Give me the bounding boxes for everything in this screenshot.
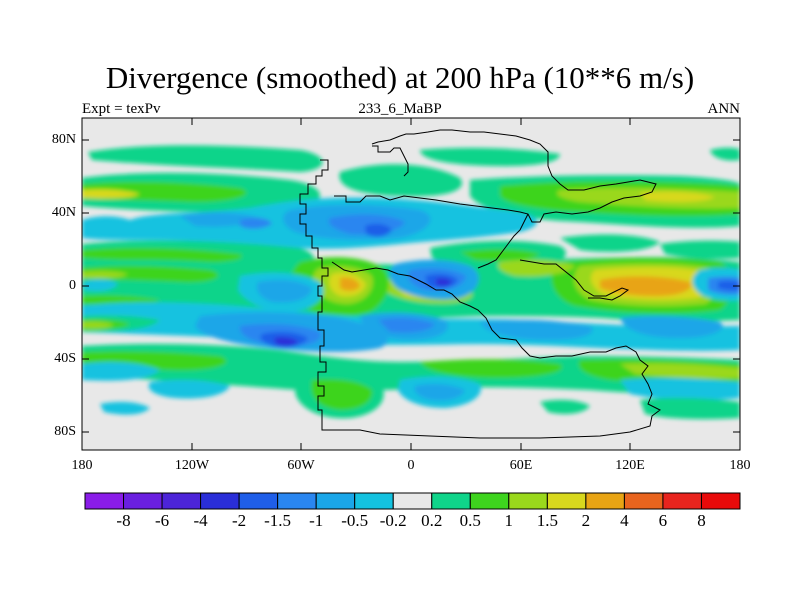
colorbar-label: 0.5 xyxy=(459,511,481,530)
colorbar-box xyxy=(431,492,471,510)
lon-label-120e: 120E xyxy=(615,458,645,473)
lat-label-40n: 40N xyxy=(51,205,76,220)
lon-label-0: 0 xyxy=(407,458,415,473)
colorbar-label: 1 xyxy=(504,511,514,530)
colorbar-box xyxy=(238,492,279,510)
colorbar-box xyxy=(508,492,548,510)
colorbar-box xyxy=(700,492,741,510)
colorbar-box xyxy=(315,492,356,510)
colorbar-box xyxy=(662,492,702,510)
colorbar-box xyxy=(392,492,433,510)
lat-label-0: 0 xyxy=(69,278,76,293)
colorbar-label: 0.2 xyxy=(421,511,443,530)
field-contours xyxy=(82,129,740,439)
colorbar xyxy=(84,492,741,510)
case-name-label: 233_6_MaBP xyxy=(358,101,442,117)
colorbar-label: -4 xyxy=(193,511,208,530)
colorbar-box xyxy=(277,492,317,510)
colorbar-label: 6 xyxy=(658,511,668,530)
colorbar-box xyxy=(123,492,163,510)
colorbar-label: -8 xyxy=(116,511,131,530)
colorbar-label: -1.5 xyxy=(264,511,292,530)
colorbar-box xyxy=(546,492,587,510)
colorbar-label: 1.5 xyxy=(536,511,559,530)
lat-label-40s: 40S xyxy=(54,351,76,366)
lon-label-60e: 60E xyxy=(509,458,533,473)
lon-label-60w: 60W xyxy=(287,458,315,473)
lon-label-180e: 180 xyxy=(729,458,751,473)
colorbar-label: 8 xyxy=(697,511,706,530)
colorbar-label: 2 xyxy=(581,511,591,530)
colorbar-box xyxy=(84,492,125,510)
colorbar-box xyxy=(354,492,394,510)
colorbar-box xyxy=(161,492,202,510)
lat-label-80s: 80S xyxy=(54,424,76,439)
colorbar-box xyxy=(469,492,510,510)
colorbar-label: -1 xyxy=(309,511,324,530)
experiment-label: Expt = texPv xyxy=(82,101,161,117)
colorbar-box xyxy=(623,492,664,510)
colorbar-label: 4 xyxy=(620,511,629,530)
lon-label-180w: 180 xyxy=(71,458,93,473)
colorbar-box xyxy=(585,492,625,510)
colorbar-label: -0.5 xyxy=(341,511,369,530)
colorbar-label: -0.2 xyxy=(379,511,407,530)
colorbar-box xyxy=(200,492,240,510)
plot-title: Divergence (smoothed) at 200 hPa (10**6 … xyxy=(105,60,695,95)
lat-label-80n: 80N xyxy=(51,132,76,147)
colorbar-label: -2 xyxy=(232,511,247,530)
axis-ticks xyxy=(81,118,741,450)
colorbar-label: -6 xyxy=(155,511,170,530)
coastline xyxy=(299,129,661,439)
lon-label-120w: 120W xyxy=(174,458,210,473)
season-label: ANN xyxy=(707,101,741,117)
